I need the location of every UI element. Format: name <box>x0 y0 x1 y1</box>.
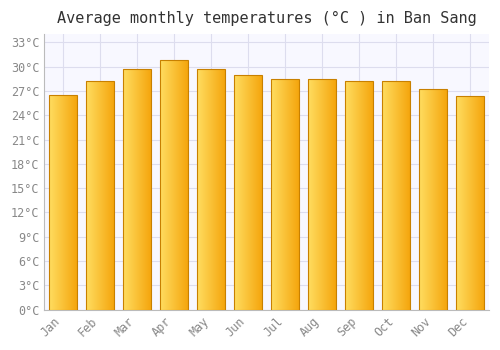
Bar <box>420 89 447 310</box>
Title: Average monthly temperatures (°C ) in Ban Sang: Average monthly temperatures (°C ) in Ba… <box>57 11 476 26</box>
Bar <box>49 95 77 310</box>
Bar <box>308 79 336 310</box>
Bar <box>86 81 114 310</box>
Bar <box>234 75 262 310</box>
Bar <box>197 69 225 310</box>
Bar <box>382 81 410 310</box>
Bar <box>346 81 373 310</box>
Bar <box>160 60 188 310</box>
Bar <box>123 69 151 310</box>
Bar <box>272 79 299 310</box>
Bar <box>456 96 484 310</box>
